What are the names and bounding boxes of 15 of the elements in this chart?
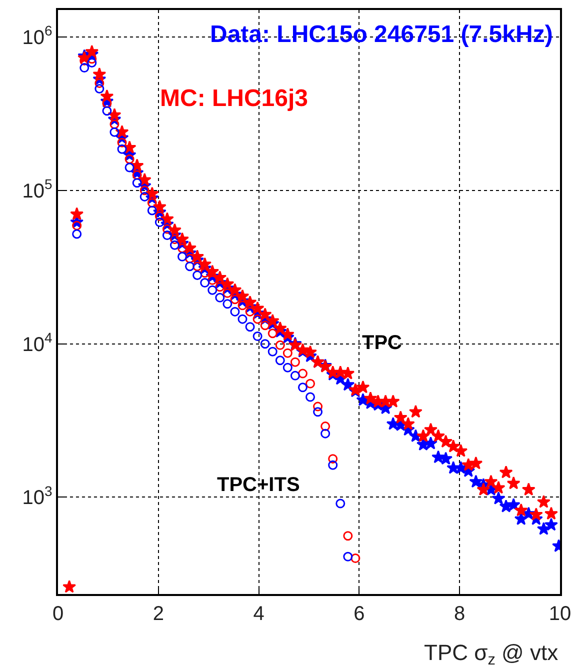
annotation: Data: LHC15o 246751 (7.5kHz) bbox=[210, 21, 553, 48]
x-tick-label: 0 bbox=[52, 602, 64, 625]
x-tick-label: 2 bbox=[152, 602, 164, 625]
y-tick-label: 10$^{3}$ bbox=[22, 482, 52, 510]
y-tick-label: 10$^{4}$ bbox=[22, 329, 52, 356]
annotation: MC: LHC16j3 bbox=[160, 85, 308, 112]
y-tick-label: 10$^{6}$ bbox=[22, 22, 52, 50]
x-axis-title: TPC σ$_{z}$ @ vtx bbox=[424, 640, 558, 669]
annotation: TPC bbox=[362, 332, 402, 354]
x-tick-label: 4 bbox=[253, 602, 264, 625]
y-tick-label: 10$^{5}$ bbox=[22, 176, 52, 202]
annotation: TPC+ITS bbox=[217, 474, 300, 496]
x-tick-label: 8 bbox=[454, 602, 466, 625]
x-tick-label: 6 bbox=[354, 602, 365, 625]
x-tick-label: 10 bbox=[548, 602, 572, 625]
